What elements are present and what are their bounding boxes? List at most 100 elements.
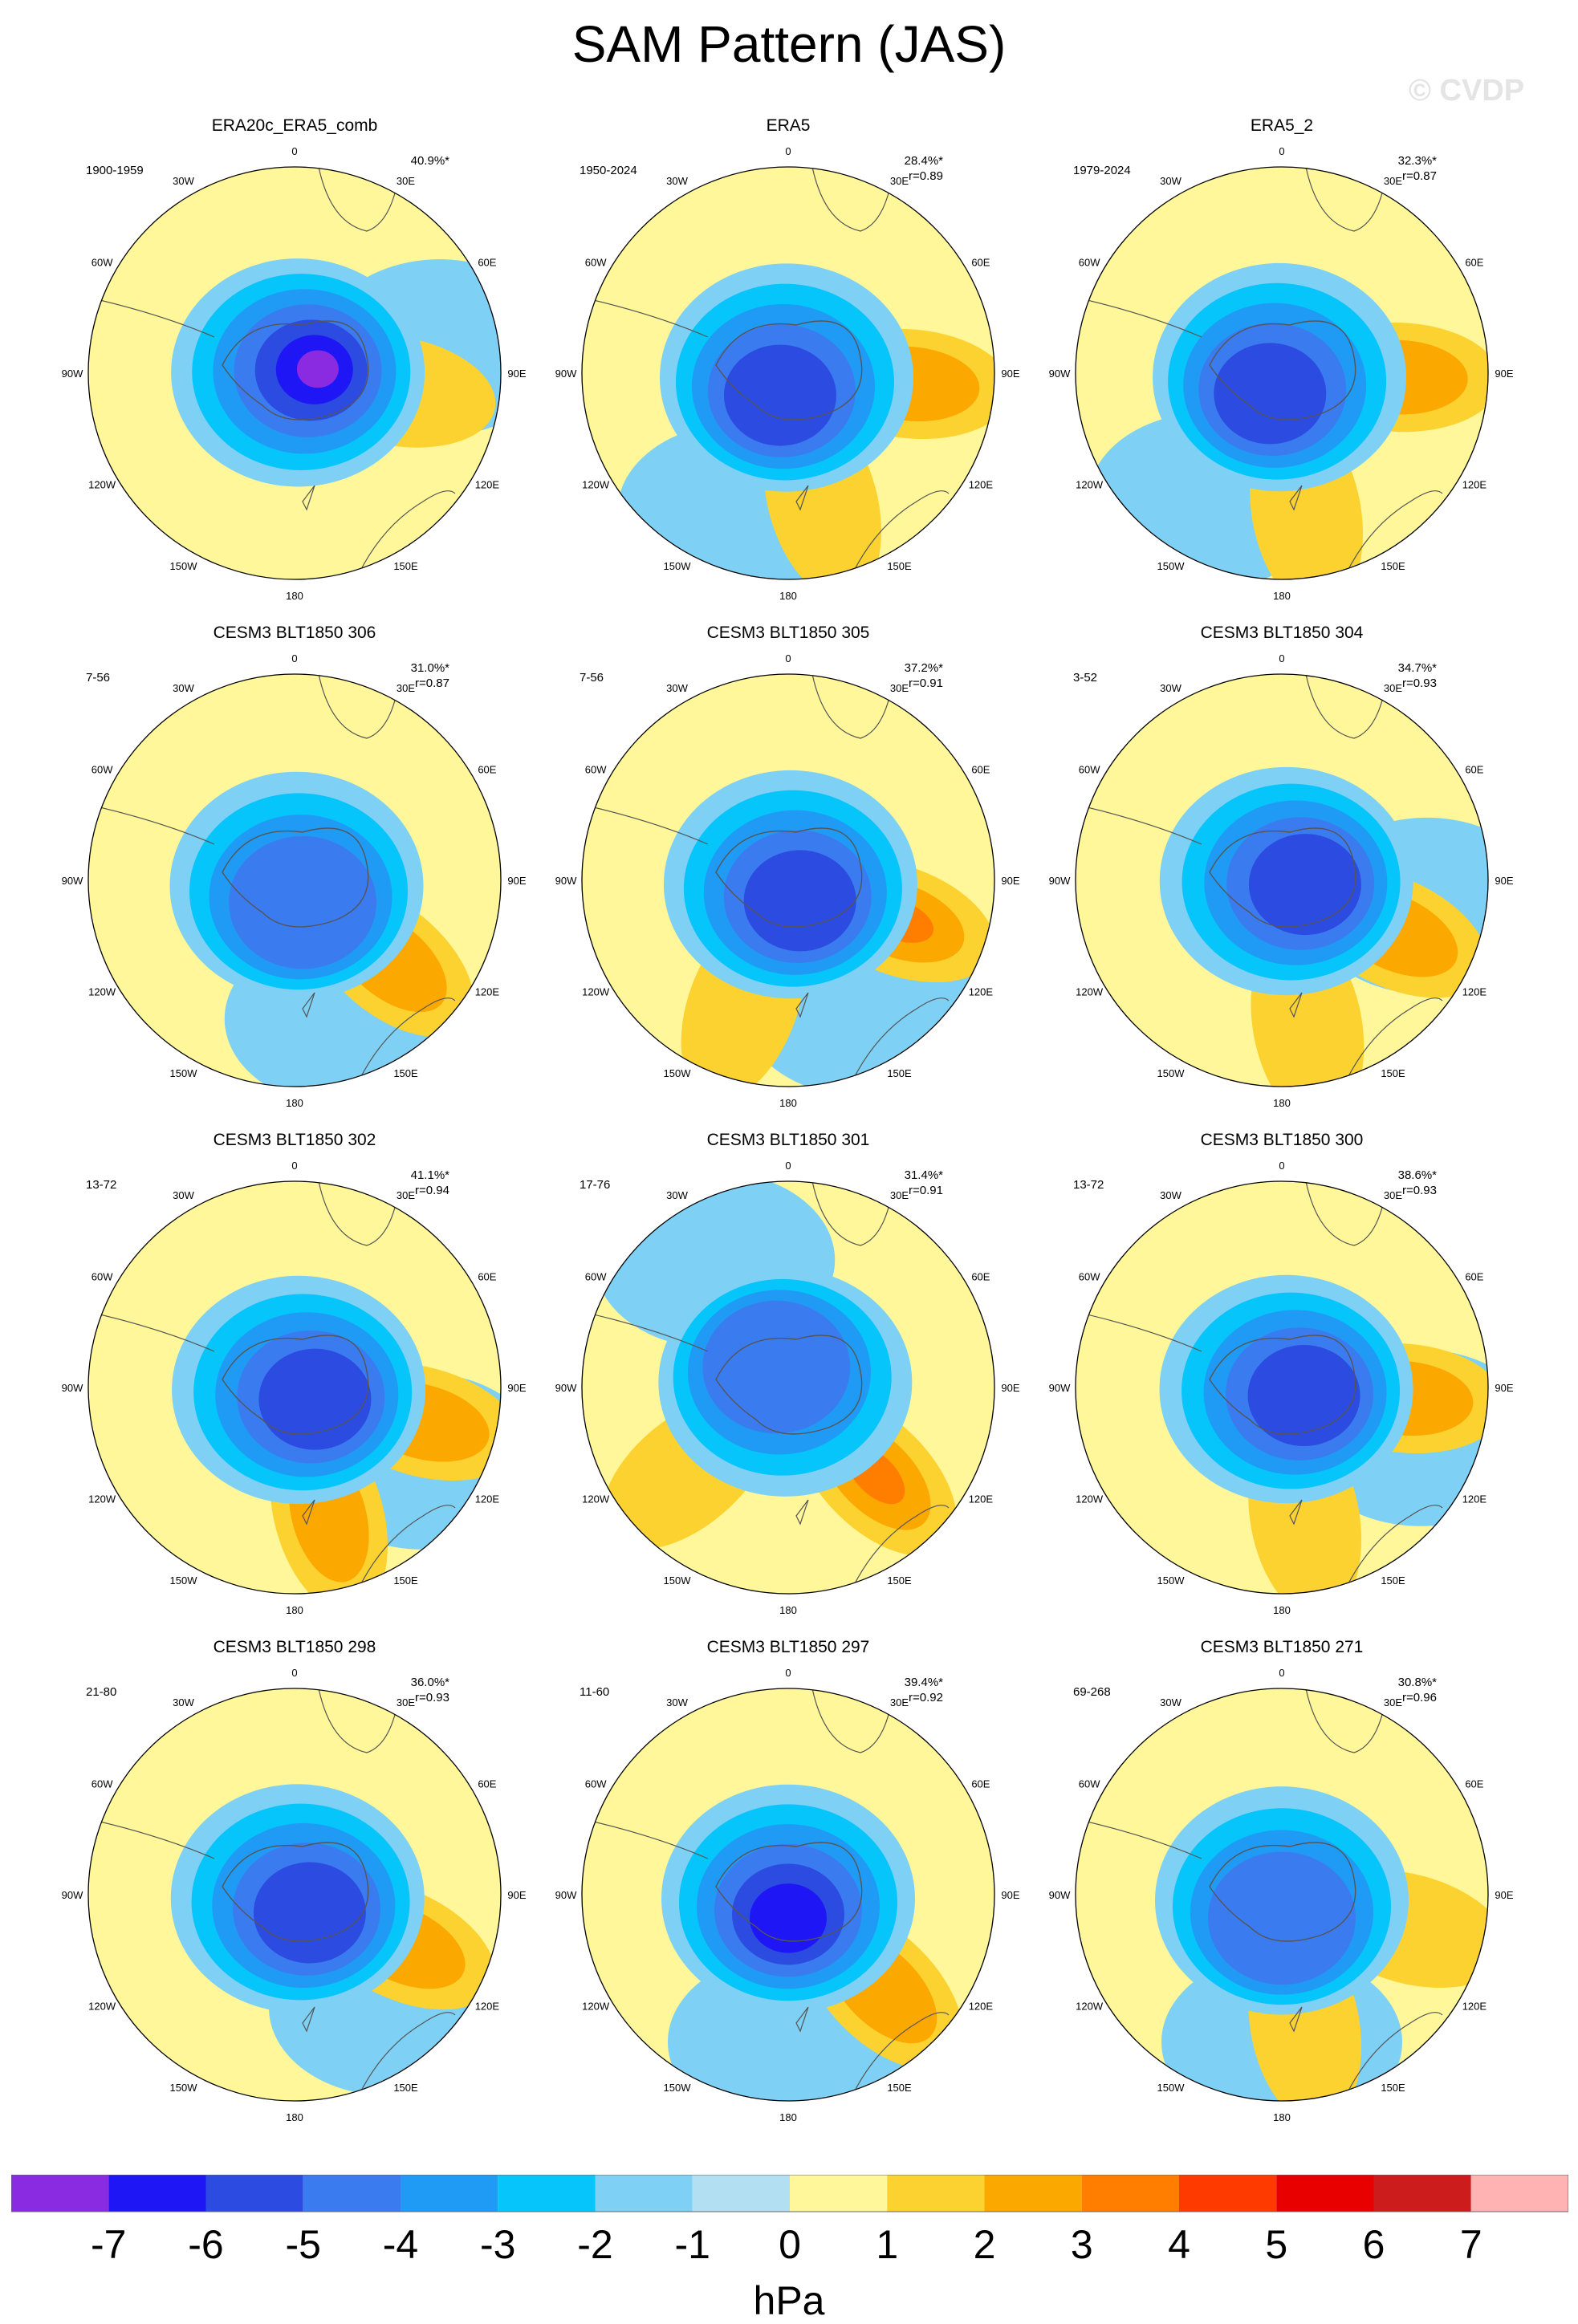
panel-title: CESM3 BLT1850 300 xyxy=(1201,1131,1364,1149)
map-border xyxy=(87,1180,502,1595)
longitude-label: 90W xyxy=(62,1889,83,1901)
longitude-label: 120E xyxy=(969,2001,994,2013)
longitude-label: 30E xyxy=(1384,175,1402,187)
longitude-label: 90E xyxy=(1495,1889,1513,1901)
panel-title: CESM3 BLT1850 304 xyxy=(1201,624,1364,642)
longitude-label: 30W xyxy=(173,1696,194,1708)
longitude-label: 0 xyxy=(785,1160,791,1172)
map-border xyxy=(1075,673,1489,1087)
panel-correlation: r=0.94 xyxy=(415,1184,449,1197)
new-zealand-coastline xyxy=(1289,1499,1303,1526)
longitude-label: 150W xyxy=(664,560,692,572)
negative-anomaly-core xyxy=(296,350,339,388)
new-zealand-coastline xyxy=(795,485,809,511)
longitude-label: 60E xyxy=(971,1778,990,1790)
longitude-label: 90E xyxy=(1001,1889,1019,1901)
colorbar-swatch xyxy=(595,2175,693,2212)
longitude-label: 150E xyxy=(1381,2082,1405,2094)
antarctica-coastline xyxy=(715,1335,863,1435)
longitude-label: 60E xyxy=(1465,1778,1483,1790)
longitude-label: 30E xyxy=(890,1696,909,1708)
longitude-label: 180 xyxy=(286,1097,303,1109)
longitude-label: 60W xyxy=(585,1271,607,1283)
map-border xyxy=(581,673,995,1087)
colorbar-swatch xyxy=(401,2175,498,2212)
longitude-label: 150W xyxy=(1157,1574,1186,1587)
negative-anomaly-core xyxy=(702,1300,851,1434)
longitude-label: 30E xyxy=(890,175,909,187)
longitude-label: 30W xyxy=(173,682,194,694)
new-zealand-coastline xyxy=(302,485,315,511)
map-border xyxy=(581,166,995,580)
panel-title: CESM3 BLT1850 301 xyxy=(707,1131,870,1149)
colorbar-tick-label: 5 xyxy=(1265,2222,1287,2267)
panel-years: 69-268 xyxy=(1073,1685,1111,1699)
colorbar-swatch xyxy=(1081,2175,1179,2212)
africa-coastline xyxy=(811,1181,893,1246)
new-zealand-coastline xyxy=(1289,2006,1303,2033)
colorbar-tick-label: -7 xyxy=(91,2222,126,2267)
longitude-label: 120E xyxy=(475,2001,500,2013)
longitude-label: 30W xyxy=(666,1189,688,1201)
longitude-label: 90W xyxy=(1049,875,1071,887)
longitude-label: 150W xyxy=(1157,2082,1186,2094)
panel-years: 13-72 xyxy=(86,1178,116,1192)
longitude-label: 120E xyxy=(475,986,500,998)
longitude-label: 60E xyxy=(478,1271,496,1283)
longitude-label: 90E xyxy=(507,875,526,887)
longitude-label: 60E xyxy=(1465,257,1483,269)
negative-anomaly-core xyxy=(743,850,856,952)
africa-coastline xyxy=(1305,167,1387,232)
panel-title: ERA5_2 xyxy=(1251,116,1313,135)
longitude-label: 60W xyxy=(92,764,113,776)
longitude-label: 0 xyxy=(785,1667,791,1679)
negative-anomaly-core xyxy=(1248,834,1361,936)
africa-coastline xyxy=(318,1181,400,1246)
colorbar-tick-label: -1 xyxy=(675,2222,710,2267)
south-america-coastline xyxy=(88,1310,215,1352)
australia-coastline xyxy=(1345,490,1443,575)
map-panel: CESM3 BLT1850 302 13-72 41.1%* r=0.94 0 30E 60… xyxy=(62,1115,527,1616)
longitude-label: 30W xyxy=(173,175,194,187)
map-panel: CESM3 BLT1850 271 69-268 30.8%* r=0.96 0 30E 6… xyxy=(1049,1622,1514,2123)
longitude-label: 0 xyxy=(785,145,791,157)
negative-anomaly-core xyxy=(258,1348,372,1450)
negative-anomaly-core xyxy=(750,1883,827,1953)
longitude-label: 30E xyxy=(1384,1696,1402,1708)
longitude-label: 60E xyxy=(971,1271,990,1283)
longitude-label: 150W xyxy=(664,2082,692,2094)
longitude-label: 90W xyxy=(62,368,83,380)
longitude-label: 0 xyxy=(291,145,297,157)
colorbar-tick-label: 7 xyxy=(1460,2222,1482,2267)
antarctica-coastline xyxy=(222,320,369,421)
australia-coastline xyxy=(852,2012,950,2096)
colorbar-tick-label: -2 xyxy=(577,2222,612,2267)
antarctica-coastline xyxy=(1209,1335,1356,1435)
longitude-label: 60W xyxy=(1079,1271,1100,1283)
south-america-coastline xyxy=(88,1818,215,1859)
panel-explained-variance: 36.0%* xyxy=(411,1676,450,1689)
panel-explained-variance: 31.4%* xyxy=(905,1168,944,1182)
longitude-label: 30E xyxy=(1384,1189,1402,1201)
africa-coastline xyxy=(318,1688,400,1753)
panel-title: CESM3 BLT1850 306 xyxy=(214,624,376,642)
longitude-label: 90W xyxy=(1049,368,1071,380)
africa-coastline xyxy=(318,674,400,739)
new-zealand-coastline xyxy=(795,1499,809,1526)
longitude-label: 30E xyxy=(1384,682,1402,694)
longitude-label: 60W xyxy=(585,257,607,269)
longitude-label: 30W xyxy=(666,1696,688,1708)
longitude-label: 60W xyxy=(92,1271,113,1283)
map-panel: ERA5_2 1979-2024 32.3%* r=0.87 0 30E 60E 90E 120… xyxy=(1049,100,1514,602)
longitude-label: 150W xyxy=(170,2082,198,2094)
australia-coastline xyxy=(358,997,456,1082)
panel-title: ERA20c_ERA5_comb xyxy=(212,116,378,135)
longitude-label: 120W xyxy=(88,986,116,998)
panel-correlation: r=0.87 xyxy=(1402,169,1437,183)
longitude-label: 120W xyxy=(88,2001,116,2013)
south-america-coastline xyxy=(582,803,709,845)
colorbar-swatch xyxy=(1276,2175,1374,2212)
colorbar-swatch xyxy=(1373,2175,1471,2212)
australia-coastline xyxy=(358,2012,456,2096)
longitude-label: 60W xyxy=(92,1778,113,1790)
